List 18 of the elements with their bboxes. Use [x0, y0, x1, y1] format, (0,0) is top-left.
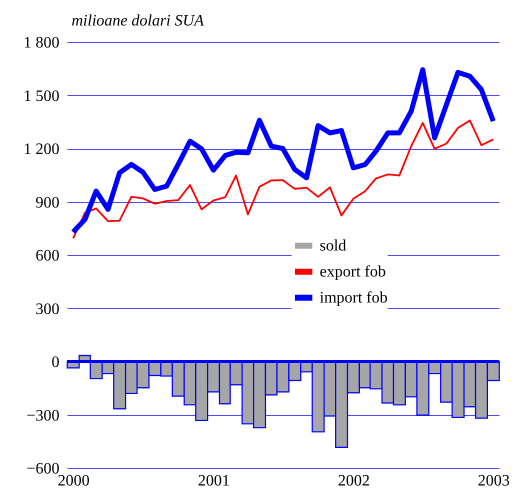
legend-label: sold: [320, 238, 346, 255]
y-tick-label: 1 800: [24, 34, 60, 52]
line-series: [72, 120, 494, 240]
x-tick-label: 2001: [198, 472, 230, 490]
y-tick-label: 0: [52, 354, 60, 371]
x-tick-label: 2000: [58, 472, 90, 490]
y-axis-title: milioane dolari SUA: [72, 12, 204, 30]
y-tick-label: 300: [36, 300, 60, 318]
y-tick-label: −300: [26, 407, 60, 424]
y-tick-label: −600: [26, 460, 60, 478]
x-tick-label: 2003: [478, 472, 510, 490]
y-tick-label: 1 500: [24, 88, 60, 105]
x-tick-label: 2002: [338, 472, 370, 490]
y-tick-label: 1 200: [24, 141, 60, 158]
y-tick-label: 900: [36, 194, 60, 212]
y-tick-label: 600: [36, 248, 60, 264]
legend-label: export fob: [320, 264, 386, 281]
legend-label: import fob: [320, 290, 388, 307]
